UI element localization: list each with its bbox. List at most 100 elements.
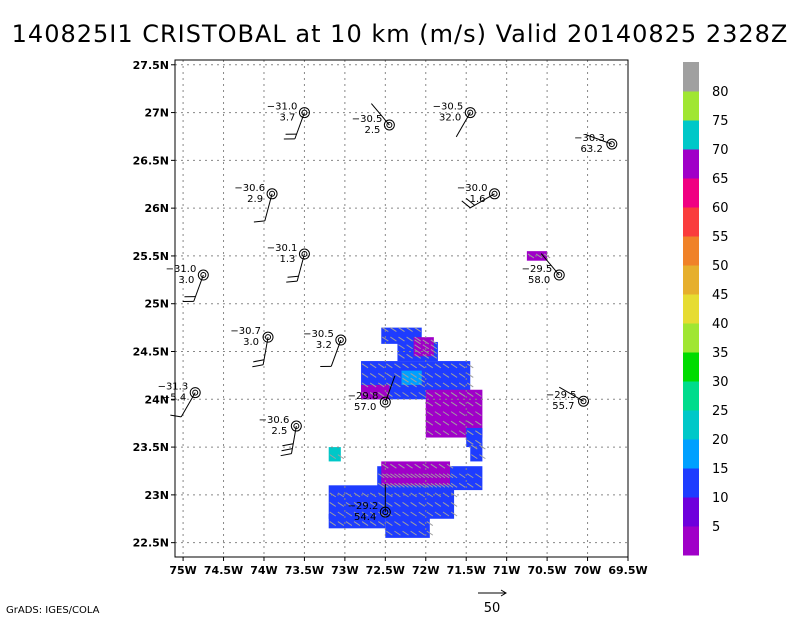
wind-vector [426,492,434,498]
wind-vector [438,482,446,488]
colorbar-label: 10 [712,491,729,506]
wind-vector [377,392,385,397]
wind-vector [386,482,393,488]
wind-vector [414,463,421,469]
x-tick-label: 75W [169,564,196,577]
y-tick-label: 23.5N [133,441,169,454]
wind-barb-staff [540,253,560,276]
colorbar-label: 45 [712,288,729,303]
wind-vector [345,521,353,526]
wind-vector [450,372,458,378]
wind-vector [410,372,417,378]
x-tick-label: 73W [331,564,358,577]
wind-vector [394,382,401,388]
wind-vector [466,363,474,369]
station-marker: −31.03.7 [267,102,310,140]
station-inner-ring [337,337,344,344]
wind-vector [337,521,345,526]
wind-vector [466,372,474,378]
y-tick-label: 25N [144,298,169,311]
colorbar-label: 30 [712,375,729,390]
wind-vector [426,420,434,426]
wind-vector [426,411,434,417]
wind-vector [446,463,454,469]
station-marker: −31.03.0 [166,264,209,303]
station-top-value: −31.0 [267,102,298,113]
wind-barb-feather [281,448,293,452]
station-bottom-value: 32.0 [439,113,461,124]
wind-vector [446,473,454,479]
wind-vector [402,382,409,388]
wind-vector [479,454,486,460]
wind-vector [414,353,421,359]
wind-vector [430,463,438,469]
colorbar-swatch [683,236,699,266]
station-top-value: −30.5 [352,114,383,125]
station-outer-ring [290,420,302,432]
wind-vector [402,502,409,507]
colorbar-label: 70 [712,143,729,158]
wind-vector [442,363,450,369]
wind-vector [410,473,417,479]
wind-vector [422,353,430,359]
station-outer-ring [335,334,347,346]
wind-vector [418,511,426,517]
wind-vector [458,411,466,417]
station-marker: −30.532.0 [433,102,476,138]
wind-vector [394,392,401,397]
station-bottom-value: 55.7 [552,401,574,412]
station-marker: −30.62.5 [259,415,302,457]
wind-vector [450,502,458,507]
wind-vector [345,492,353,498]
wind-barb-feather [282,443,294,447]
colorbar-label: 5 [712,520,720,535]
station-outer-ring [553,269,565,281]
wind-vector [458,372,466,378]
wind-vector [369,392,377,397]
station-outer-ring [379,396,391,408]
wind-vector [382,336,389,342]
wind-vector [398,336,405,342]
wind-vector [471,444,478,450]
station-top-value: −30.5 [303,329,334,340]
wind-vector [422,349,430,354]
wind-vector [394,372,401,378]
wind-vector [345,511,353,517]
wind-vector [394,482,401,488]
wind-vector [434,363,442,369]
wind-vector [475,439,482,445]
station-outer-ring [197,269,209,281]
wind-vector [475,401,482,407]
y-tick-label: 22.5N [133,537,169,550]
y-tick-label: 26N [144,202,169,215]
wind-vector [426,372,434,378]
station-marker: −29.254.4 [348,484,391,523]
wind-vector [398,473,405,479]
station-inner-ring [301,251,308,258]
colorbar-label: 50 [712,259,729,274]
wind-vector [402,511,409,517]
wind-vector [410,502,417,507]
wind-vector [438,473,446,479]
wind-vector [418,473,426,479]
wind-vector [390,463,397,469]
station-inner-ring [467,109,474,116]
wind-vector [450,363,458,369]
station-outer-ring [189,387,201,399]
colorbar-swatch [683,381,699,411]
wind-vector [410,492,417,498]
wind-vector [414,344,421,350]
wind-barb-feather [253,359,265,363]
wind-vector [402,363,409,369]
wind-vector [390,327,397,332]
colorbar-swatch [683,62,699,92]
station-inner-ring [192,389,199,396]
wind-vector [426,392,434,397]
wind-vector [471,454,478,460]
colorbar-label: 55 [712,230,729,245]
wind-vector [386,502,393,507]
wind-barb-staff [193,274,204,302]
wind-vector [337,454,345,460]
x-tick-label: 72W [412,564,439,577]
wind-vector [353,492,361,498]
